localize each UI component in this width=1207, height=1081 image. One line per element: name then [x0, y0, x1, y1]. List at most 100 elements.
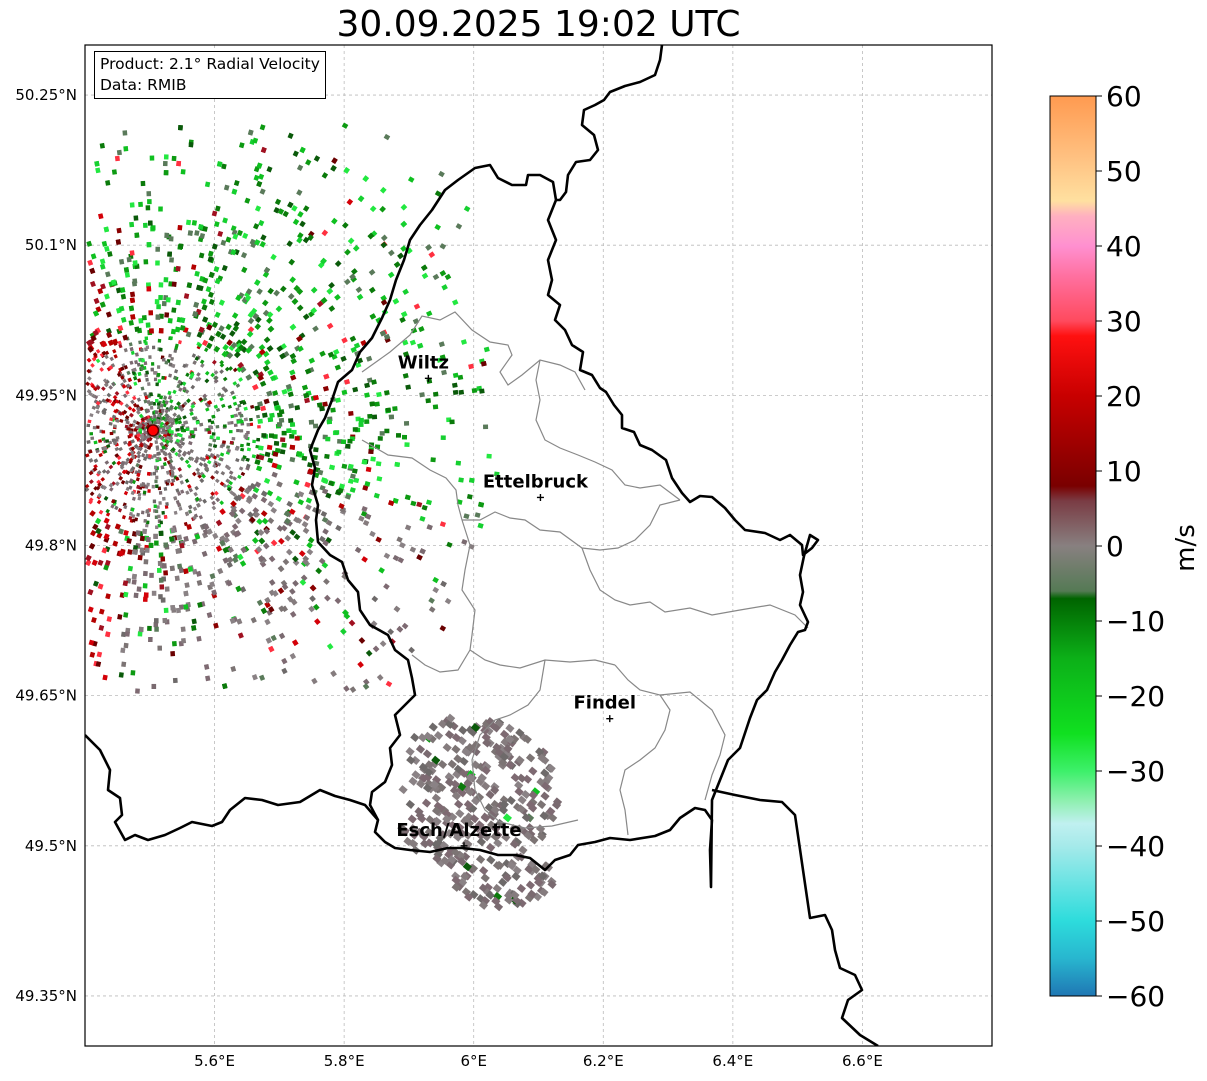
radar-pixel	[142, 570, 148, 577]
radar-pixel	[385, 407, 391, 413]
radar-pixel	[112, 430, 116, 434]
radar-pixel	[335, 524, 342, 532]
radar-pixel	[202, 498, 207, 504]
radar-pixel	[164, 408, 169, 414]
radar-pixel	[271, 590, 279, 597]
radar-pixel	[133, 381, 138, 386]
radar-pixel	[147, 489, 151, 493]
radar-pixel	[302, 555, 310, 563]
radar-pixel	[198, 514, 204, 520]
radar-pixel	[276, 481, 283, 488]
radar-pixel	[144, 347, 148, 352]
city-marker-ettelbruck: Ettelbruck	[483, 471, 589, 501]
radar-pixel	[177, 224, 183, 231]
radar-pixel	[263, 527, 271, 535]
radar-pixel	[240, 447, 245, 452]
radar-pixel	[158, 577, 164, 583]
radar-pixel	[326, 419, 332, 425]
radar-pixel	[251, 454, 256, 459]
radar-pixel	[171, 447, 176, 452]
radar-pixel	[399, 316, 406, 323]
radar-pixel	[254, 529, 261, 536]
radar-pixel	[86, 440, 91, 444]
radar-pixel	[114, 155, 120, 162]
radar-pixel	[275, 495, 283, 502]
radar-pixel	[197, 601, 203, 608]
radar-pixel	[437, 759, 448, 770]
radar-pixel	[161, 375, 165, 380]
lat-tick-label: 49.35°N	[15, 987, 77, 1005]
radar-pixel	[129, 347, 134, 352]
radar-pixel	[393, 605, 401, 613]
radar-pixel	[313, 155, 321, 162]
radar-pixel	[252, 384, 259, 391]
radar-pixel	[344, 248, 351, 256]
radar-pixel	[373, 492, 380, 499]
radar-pixel	[431, 755, 441, 765]
radar-pixel	[158, 552, 164, 558]
radar-pixel	[392, 298, 400, 305]
radar-pixel	[267, 287, 274, 295]
radar-pixel	[101, 351, 107, 356]
radar-pixel	[460, 871, 470, 881]
radar-pixel	[480, 813, 491, 823]
radar-pixel	[334, 597, 342, 605]
radar-pixel	[105, 397, 111, 403]
radar-pixel	[323, 373, 330, 380]
radar-pixel	[431, 806, 442, 816]
radar-pixel	[364, 392, 370, 398]
radar-pixel	[201, 550, 208, 557]
radar-pixel	[85, 381, 91, 387]
radar-pixel	[405, 384, 412, 390]
radar-pixel	[418, 762, 429, 772]
colorbar-labels: 60 50 40 30 20 10 0 −10 −20 −30 −40 −50 …	[1106, 80, 1165, 1013]
radar-pixel	[164, 421, 170, 426]
radar-pixel	[143, 592, 149, 598]
radar-pixel	[241, 266, 248, 274]
radar-pixel	[234, 447, 239, 451]
radar-pixel	[239, 443, 244, 448]
radar-pixel	[461, 538, 468, 545]
radar-pixel	[187, 484, 192, 489]
radar-pixel	[267, 417, 274, 423]
radar-pixel	[503, 749, 513, 759]
radar-pixel	[226, 352, 234, 359]
radar-pixel	[462, 862, 472, 872]
radar-pixel	[146, 520, 150, 525]
radar-pixel	[148, 355, 152, 359]
radar-pixel	[246, 422, 251, 427]
radar-pixel	[237, 474, 242, 480]
radar-pixel	[286, 428, 292, 434]
radar-pixel	[207, 430, 212, 434]
radar-pixel	[131, 573, 137, 580]
radar-pixel	[211, 500, 216, 506]
radar-pixel	[260, 405, 267, 412]
radar-pixel	[207, 256, 214, 263]
radar-pixel	[319, 406, 325, 412]
radar-pixel	[209, 453, 215, 458]
radar-pixel	[118, 550, 124, 557]
radar-pixel	[405, 799, 415, 810]
radar-pixel	[131, 530, 138, 537]
radar-pixel	[164, 400, 169, 405]
radar-pixel	[388, 414, 395, 420]
radar-pixel	[86, 240, 93, 247]
radar-pixel	[476, 837, 487, 847]
radar-pixel	[155, 418, 160, 423]
radar-pixel	[234, 351, 241, 359]
radar-pixel	[438, 170, 445, 178]
radar-pixel	[106, 444, 111, 449]
radar-pixel	[451, 382, 458, 388]
radar-pixel	[99, 352, 105, 358]
radar-pixel	[423, 772, 433, 782]
radar-pixel	[416, 554, 423, 561]
radar-pixel	[192, 506, 198, 512]
radar-pixel	[510, 734, 520, 744]
radar-pixel	[212, 444, 218, 449]
radar-pixel	[280, 437, 286, 443]
radar-pixel	[143, 559, 149, 565]
radar-pixel	[114, 505, 119, 511]
radar-pixel	[482, 738, 492, 748]
radar-pixel	[292, 150, 299, 157]
